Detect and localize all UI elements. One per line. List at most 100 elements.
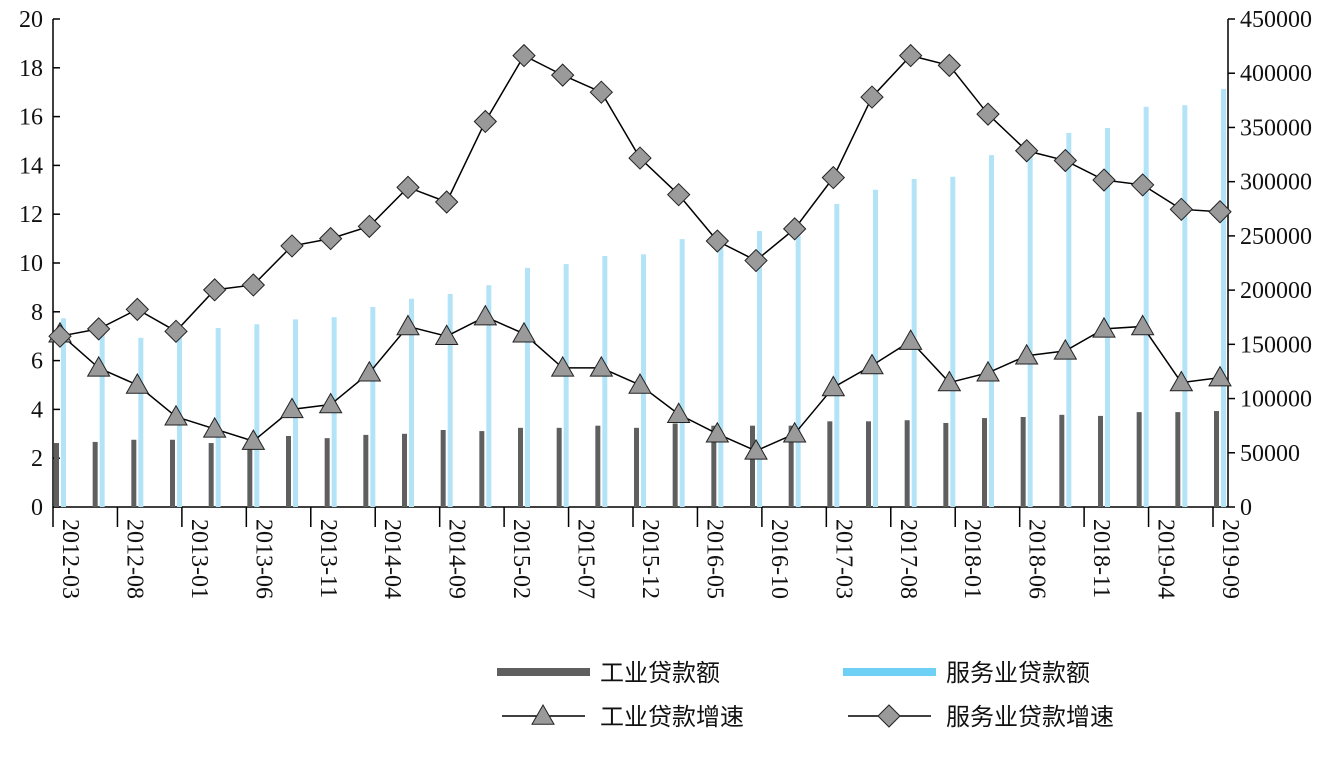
marker: [318, 392, 343, 414]
bar: [324, 438, 330, 507]
bar: [518, 427, 523, 507]
bar: [1182, 105, 1188, 508]
legend-marker: [877, 704, 901, 728]
x-tick-label: 2019-09: [1217, 519, 1243, 599]
marker: [1169, 197, 1194, 222]
marker: [357, 360, 382, 382]
y2-tick-label: 200000: [1240, 278, 1312, 304]
marker: [937, 53, 962, 78]
bar: [556, 427, 562, 507]
marker: [512, 43, 536, 68]
marker: [860, 85, 884, 109]
bar: [138, 337, 144, 507]
y-tick-label: 14: [19, 153, 43, 179]
y-tick-label: 10: [19, 251, 43, 277]
marker: [202, 416, 227, 438]
bar: [873, 189, 878, 508]
marker: [280, 397, 304, 419]
marker: [782, 217, 807, 241]
bar: [409, 298, 414, 507]
y-tick-label: 18: [19, 56, 43, 82]
x-tick-label: 2012-03: [57, 519, 83, 599]
bar: [402, 433, 407, 507]
bar: [788, 425, 794, 507]
x-tick-label: 2013-06: [250, 519, 276, 599]
x-tick-label: 2016-05: [701, 519, 727, 599]
bar: [170, 439, 175, 507]
bar: [595, 425, 601, 507]
bar: [757, 231, 762, 507]
bar: [904, 420, 910, 507]
bar: [54, 443, 59, 507]
line: [59, 54, 1221, 337]
y-tick-label: 8: [31, 300, 43, 326]
marker: [1208, 200, 1232, 224]
y2-tick-label: 350000: [1240, 115, 1312, 141]
bar: [131, 439, 137, 507]
marker: [1130, 173, 1155, 197]
marker: [937, 370, 962, 392]
bar: [92, 441, 98, 507]
bar: [750, 425, 755, 507]
marker: [280, 234, 304, 258]
marker: [744, 248, 768, 273]
bar: [672, 423, 678, 507]
x-tick-label: 2015-07: [573, 519, 599, 599]
marker: [860, 353, 884, 375]
y2-tick-label: 250000: [1240, 224, 1312, 250]
marker: [86, 355, 111, 377]
marker: [396, 314, 420, 336]
marker: [473, 304, 498, 326]
y-tick-label: 2: [31, 446, 43, 472]
y2-tick-label: 450000: [1240, 7, 1312, 33]
legend-label: 服务业贷款额: [946, 660, 1090, 687]
y-tick-label: 20: [19, 7, 43, 33]
bar: [1136, 412, 1142, 507]
marker: [48, 324, 72, 348]
y2-tick-label: 400000: [1240, 61, 1312, 87]
y-tick-label: 0: [31, 495, 43, 521]
marker: [473, 109, 498, 134]
bar: [1066, 132, 1072, 507]
marker: [782, 421, 807, 443]
marker: [744, 438, 768, 460]
bar: [866, 421, 871, 507]
y-tick-label: 12: [19, 202, 43, 228]
bar: [286, 435, 291, 507]
marker: [241, 273, 266, 297]
bar: [795, 228, 801, 507]
x-tick-label: 2012-08: [121, 519, 147, 599]
bar: [679, 239, 685, 508]
marker: [318, 226, 343, 251]
marker: [1208, 365, 1232, 387]
marker: [164, 404, 188, 426]
marker: [241, 429, 266, 450]
legend-label: 工业贷款增速: [600, 704, 744, 731]
marker: [1092, 168, 1116, 192]
bar: [563, 264, 569, 507]
marker: [1053, 338, 1078, 360]
y2-tick-label: 150000: [1240, 332, 1312, 358]
bar: [61, 318, 66, 507]
x-tick-label: 2014-04: [379, 519, 405, 599]
bar: [943, 422, 949, 507]
bar: [447, 293, 453, 507]
x-tick-label: 2013-11: [315, 519, 341, 598]
marker: [1014, 343, 1039, 365]
marker: [125, 372, 150, 394]
bar: [440, 430, 446, 507]
x-tick-label: 2015-02: [508, 519, 534, 599]
marker: [628, 372, 652, 394]
marker: [512, 321, 536, 343]
bar: [525, 267, 530, 507]
x-tick-label: 2019-04: [1153, 519, 1179, 599]
bar: [370, 306, 376, 507]
y2-tick-label: 100000: [1240, 387, 1312, 413]
marker: [434, 324, 459, 345]
bar: [1105, 127, 1110, 507]
marker: [628, 146, 652, 170]
bar: [215, 328, 221, 507]
y-tick-label: 6: [31, 349, 43, 375]
bar: [634, 427, 639, 507]
